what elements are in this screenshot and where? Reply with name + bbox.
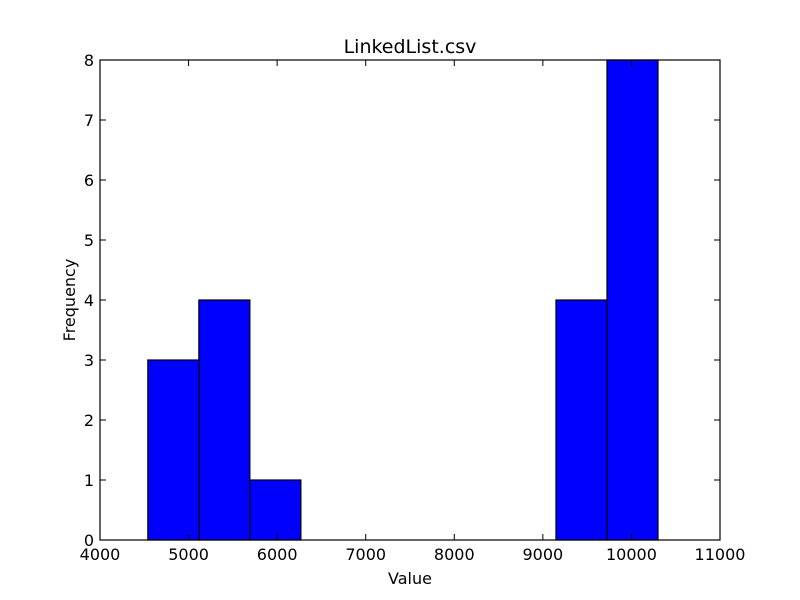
x-tick-label: 6000 — [257, 545, 298, 564]
y-tick-label: 8 — [84, 51, 94, 70]
x-tick-label: 9000 — [522, 545, 563, 564]
plot-frame — [99, 59, 721, 541]
x-tick-label: 4000 — [80, 545, 121, 564]
y-tick-label: 0 — [84, 531, 94, 550]
x-tick-label: 7000 — [345, 545, 386, 564]
y-axis-label: Frequency — [60, 259, 79, 342]
x-tick-label: 10000 — [606, 545, 657, 564]
y-tick-labels: 0 1 2 3 4 5 6 7 8 — [84, 51, 94, 550]
histogram-bar-1 — [198, 299, 251, 541]
y-tick-label: 1 — [84, 471, 94, 490]
histogram-bar-8 — [555, 299, 608, 541]
histogram-bar-2 — [249, 479, 302, 541]
histogram-bars — [147, 59, 659, 541]
y-tick-label: 2 — [84, 411, 94, 430]
chart-title: LinkedList.csv — [344, 36, 477, 58]
x-tick-labels: 4000 5000 6000 7000 8000 9000 10000 11000 — [80, 545, 746, 564]
y-tick-label: 3 — [84, 351, 94, 370]
x-tick-label: 11000 — [695, 545, 746, 564]
y-tick-label: 5 — [84, 231, 94, 250]
x-tick-label: 8000 — [434, 545, 475, 564]
y-tick-label: 6 — [84, 171, 94, 190]
y-tick-label: 7 — [84, 111, 94, 130]
histogram-bar-9 — [606, 59, 659, 541]
x-tick-label: 5000 — [168, 545, 209, 564]
x-axis-label: Value — [388, 569, 432, 588]
histogram-bar-0 — [147, 359, 200, 541]
y-tick-label: 4 — [84, 291, 94, 310]
